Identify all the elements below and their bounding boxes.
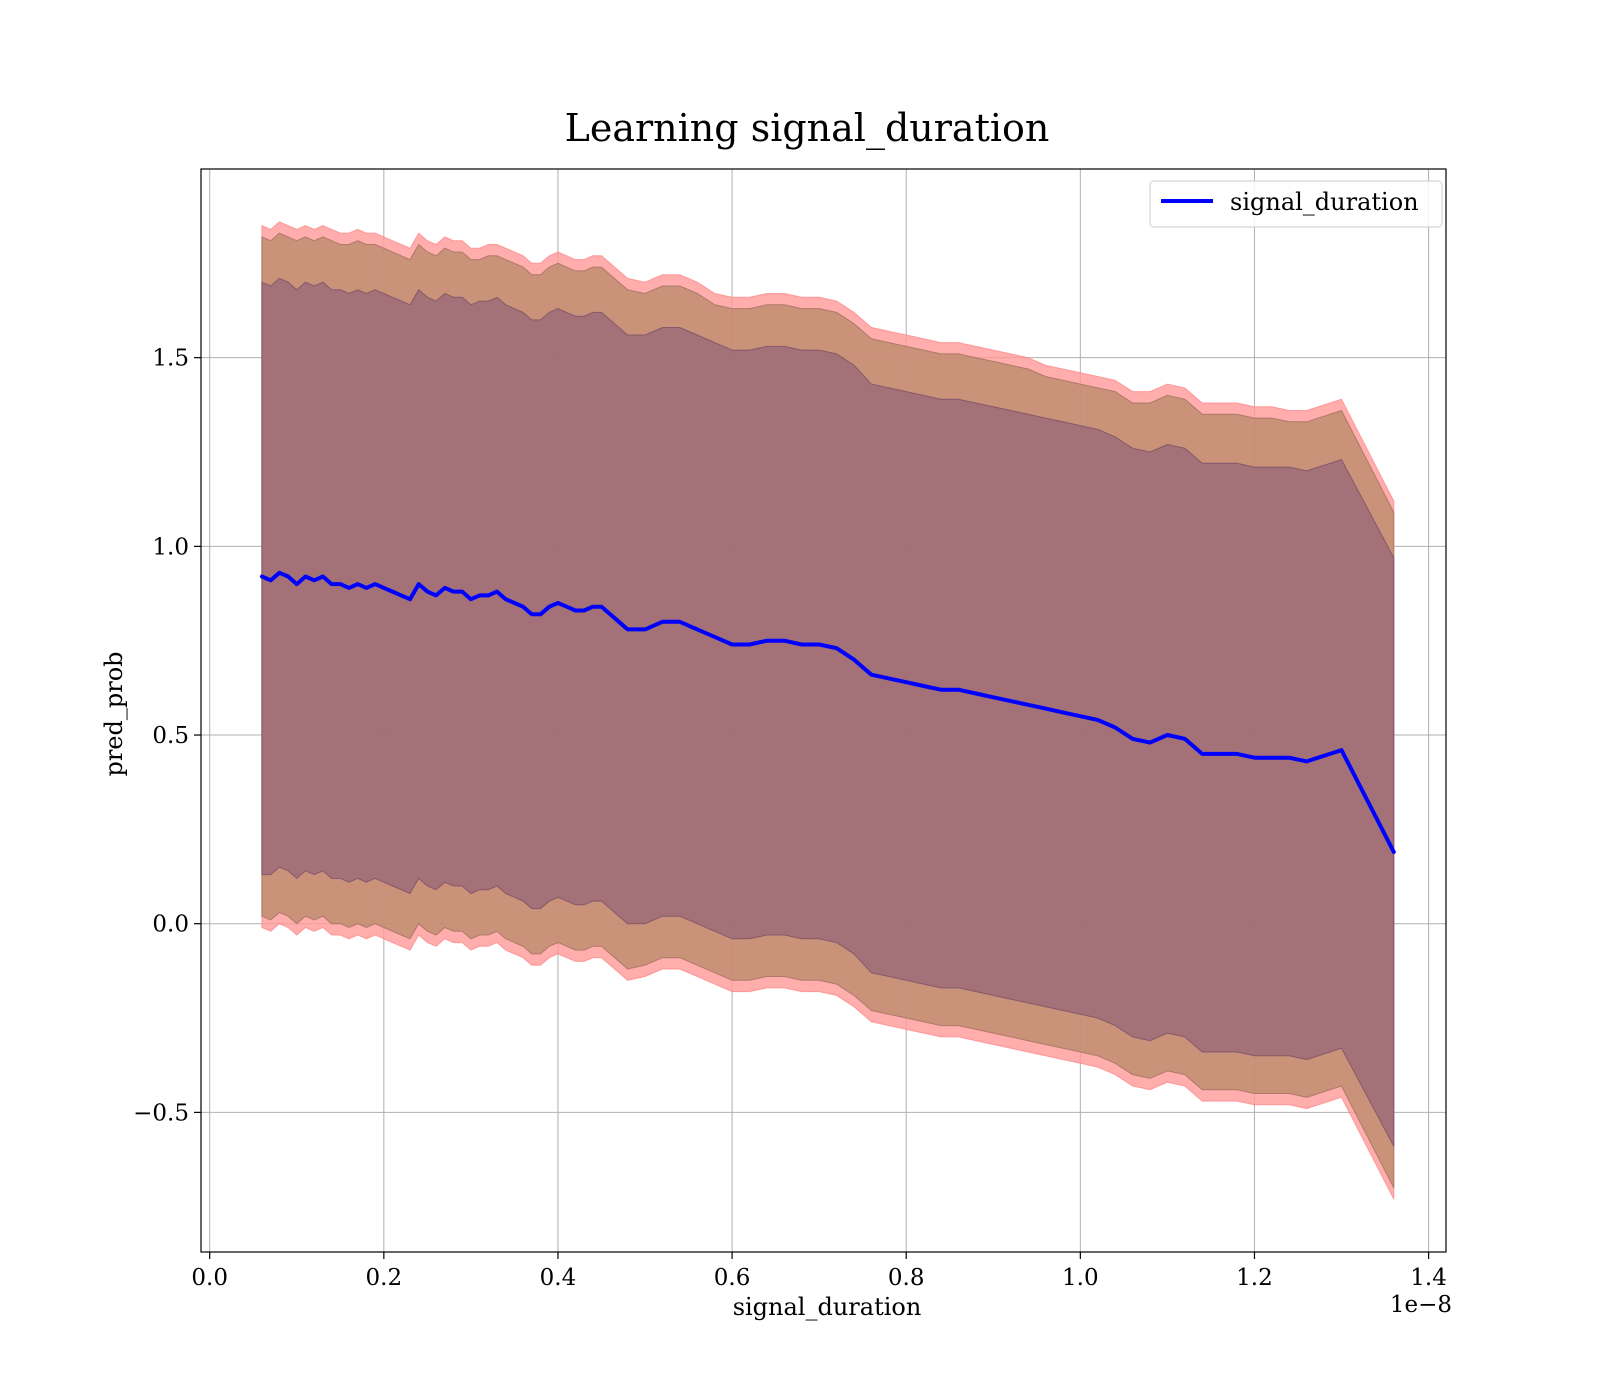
x-tick-label: 0.6	[714, 1265, 751, 1291]
series-line-1	[259, 570, 1396, 854]
x-axis-ticks: 0.0 0.2 0.4 0.6 0.8 1.0 1.2 1.4	[191, 1252, 1447, 1291]
y-tick-label: −0.5	[133, 1100, 189, 1126]
y-tick-label: 1.0	[152, 534, 189, 560]
x-axis-offset-label: 1e−8	[1390, 1292, 1452, 1318]
x-tick-label: 1.0	[1062, 1265, 1099, 1291]
y-tick-label: 0.5	[152, 723, 189, 749]
y-axis-ticks: −0.5 0.0 0.5 1.0 1.5	[133, 346, 201, 1126]
x-tick-label: 1.2	[1236, 1265, 1273, 1291]
y-tick-label: 1.5	[152, 346, 189, 372]
confidence-bands	[261, 221, 1395, 1200]
x-tick-label: 0.2	[366, 1265, 403, 1291]
legend-label: signal_duration	[1230, 188, 1419, 216]
x-tick-label: 0.8	[888, 1265, 925, 1291]
chart-title: Learning signal_duration	[565, 106, 1050, 151]
x-axis-label: signal_duration	[733, 1293, 922, 1321]
legend: signal_duration	[1149, 180, 1443, 228]
y-axis-label: pred_prob	[100, 651, 128, 776]
legend-box	[1149, 180, 1443, 228]
x-tick-label: 0.0	[191, 1265, 228, 1291]
x-tick-label: 1.4	[1410, 1265, 1447, 1291]
series-lines	[259, 570, 1396, 854]
x-tick-label: 0.4	[540, 1265, 577, 1291]
confidence-band-3	[261, 277, 1395, 1147]
plot-frame	[200, 168, 1447, 1253]
y-tick-label: 0.0	[152, 912, 189, 938]
